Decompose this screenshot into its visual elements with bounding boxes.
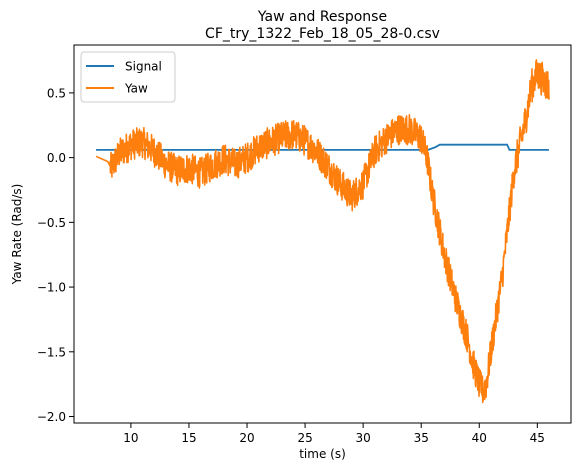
y-axis-label: Yaw Rate (Rad/s) [10,184,24,286]
legend-box [80,51,176,103]
y-tick-label: −0.5 [37,216,66,230]
plot-frame [73,44,572,424]
series-line-signal [96,143,549,151]
x-tick-label: 45 [530,431,545,445]
x-tick-label: 15 [181,431,196,445]
y-tick-label: 0.5 [47,86,66,100]
x-tick-label: 10 [123,431,138,445]
x-axis: 10 15 20 25 30 35 40 45 [123,423,545,445]
chart-title: Yaw and Response [257,9,387,25]
x-tick-label: 25 [297,431,312,445]
legend-label-signal: Signal [125,60,162,74]
series-line-yaw [95,59,550,404]
y-tick-label: −2.0 [37,410,66,424]
x-tick-label: 20 [239,431,254,445]
y-tick-label: 0.0 [47,151,66,165]
x-axis-label: time (s) [299,447,346,461]
y-tick-label: −1.0 [37,281,66,295]
legend-label-yaw: Yaw [124,82,148,96]
legend: Signal Yaw [80,51,176,103]
chart-subtitle: CF_try_1322_Feb_18_05_28-0.csv [205,26,440,42]
y-tick-label: −1.5 [37,345,66,359]
x-tick-label: 30 [356,431,371,445]
x-tick-label: 40 [472,431,487,445]
series-layer [95,59,550,404]
y-axis: 0.5 0.0 −0.5 −1.0 −1.5 −2.0 [37,86,74,424]
x-tick-label: 35 [414,431,429,445]
